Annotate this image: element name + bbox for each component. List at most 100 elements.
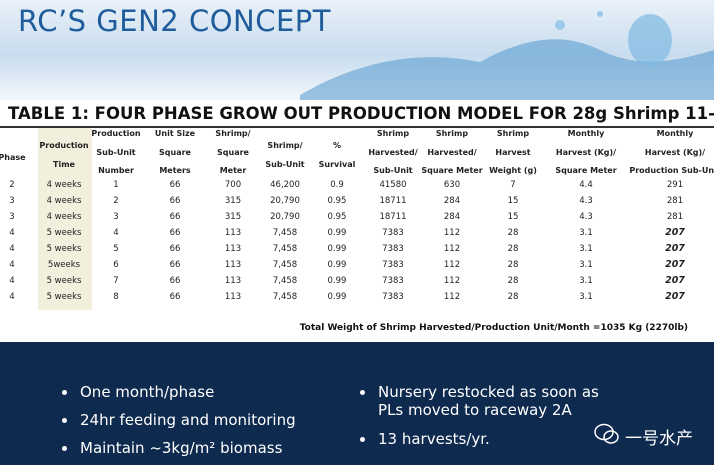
table-cell: 66 — [169, 244, 181, 254]
table-cell: 207 — [665, 275, 685, 286]
bullet: Maintain ~3kg/m² biomass — [61, 439, 283, 457]
table-cell: 112 — [443, 260, 461, 270]
table-cell: 3.1 — [579, 276, 593, 286]
table-cell: 4 — [113, 228, 119, 238]
table-cell: 5 weeks — [46, 292, 82, 302]
column-header: Meters — [159, 166, 191, 175]
table-cell: 4 weeks — [46, 212, 82, 222]
table-cell: 113 — [224, 228, 242, 238]
column-header: Harvest — [495, 147, 531, 157]
table-cell: 28 — [507, 292, 519, 302]
table-cell: 66 — [169, 196, 181, 206]
table-cell: 7,458 — [272, 276, 298, 286]
table-cell: 7,458 — [272, 292, 298, 302]
table-cell: 700 — [224, 180, 242, 190]
table-cell: 0.9 — [330, 180, 344, 190]
table-cell: 66 — [169, 276, 181, 286]
table-cell: 41580 — [379, 180, 407, 190]
table-cell: 4 — [9, 260, 15, 270]
table-cell: 315 — [224, 196, 242, 206]
table-cell: 3.1 — [579, 260, 593, 270]
table-cell: 207 — [665, 291, 685, 302]
table-cell: 7383 — [382, 276, 404, 286]
table-cell: 7383 — [382, 244, 404, 254]
table-cell: 0.99 — [327, 276, 347, 286]
column-header: Harvest (Kg)/ — [644, 147, 706, 157]
table-cell: 7383 — [382, 292, 404, 302]
table-cell: 112 — [443, 244, 461, 254]
table-cell: 4.4 — [579, 180, 593, 190]
table-cell: 207 — [665, 227, 685, 238]
table-cell: 3 — [9, 212, 15, 222]
table-cell: 7,458 — [272, 244, 298, 254]
column-header: Square — [217, 147, 249, 157]
table-cell: 3.1 — [579, 244, 593, 254]
table-cell: 4 — [9, 276, 15, 286]
table-cell: 28 — [507, 244, 519, 254]
table-cell: 112 — [443, 228, 461, 238]
table-cell: 46,200 — [270, 180, 300, 190]
table-cell: 7 — [113, 276, 119, 286]
table-cell: 0.99 — [327, 292, 347, 302]
table-cell: 5 weeks — [46, 276, 82, 286]
table-cell: 3 — [9, 196, 15, 206]
column-header: Shrimp — [435, 129, 469, 138]
table-cell: 6 — [113, 260, 119, 270]
table-cell: 112 — [443, 276, 461, 286]
column-header: Harvest (Kg)/ — [555, 147, 617, 157]
table-cell: 3.1 — [579, 228, 593, 238]
table-cell: 7383 — [382, 228, 404, 238]
table-cell: 5 weeks — [46, 244, 82, 254]
table-cell: 66 — [169, 228, 181, 238]
table-cell: 4 weeks — [46, 196, 82, 206]
table-cell: 18711 — [379, 196, 407, 206]
table-cell: 113 — [224, 260, 242, 270]
table-cell: 28 — [507, 228, 519, 238]
table-cell: 315 — [224, 212, 242, 222]
watermark: 一号水产 — [625, 429, 693, 449]
bullet: 13 harvests/yr. — [360, 430, 628, 448]
table-cell: 5weeks — [47, 260, 81, 270]
column-header: Shrimp — [376, 129, 410, 138]
table-cell: 113 — [224, 276, 242, 286]
table-cell: 66 — [169, 180, 181, 190]
column-header: Harvested/ — [368, 147, 418, 157]
table-cell: 5 — [113, 244, 119, 254]
table-total: Total Weight of Shrimp Harvested/Product… — [299, 323, 688, 333]
table-cell: 15 — [507, 212, 519, 222]
table-cell: 28 — [507, 260, 519, 270]
column-header: Meter — [219, 166, 247, 175]
table-cell: 20,790 — [270, 212, 300, 222]
bullet: Nursery restocked as soon as PLs moved t… — [360, 383, 628, 419]
column-header: Sub-Unit — [96, 147, 136, 157]
table-cell: 7,458 — [272, 228, 298, 238]
table-cell: 7383 — [382, 260, 404, 270]
column-header: Square — [159, 147, 191, 157]
column-header: Survival — [318, 159, 356, 169]
column-highlight — [38, 128, 92, 310]
column-header: Shrimp/ — [215, 129, 251, 138]
column-header: Harvested/ — [427, 147, 477, 157]
column-header: Number — [98, 166, 134, 175]
table-cell: 20,790 — [270, 196, 300, 206]
column-header: Sub-Unit — [373, 166, 413, 175]
column-header: Sub-Unit — [265, 159, 305, 169]
table-cell: 291 — [666, 180, 684, 190]
table-cell: 4 — [9, 292, 15, 302]
table-cell: 4 weeks — [46, 180, 82, 190]
column-header: Square Meter — [555, 166, 617, 175]
column-header: Monthly — [656, 129, 694, 138]
water-splash — [300, 11, 714, 100]
table-cell: 18711 — [379, 212, 407, 222]
column-header: Monthly — [567, 129, 605, 138]
table-cell: 0.99 — [327, 260, 347, 270]
table-cell: 1 — [113, 180, 119, 190]
table-cell: 4 — [9, 228, 15, 238]
slide-title: RC’S GEN2 CONCEPT — [18, 4, 331, 38]
table-cell: 0.95 — [327, 212, 347, 222]
table-cell: 8 — [113, 292, 119, 302]
table-cell: 7 — [510, 180, 516, 190]
table-cell: 15 — [507, 196, 519, 206]
table-cell: 0.99 — [327, 244, 347, 254]
